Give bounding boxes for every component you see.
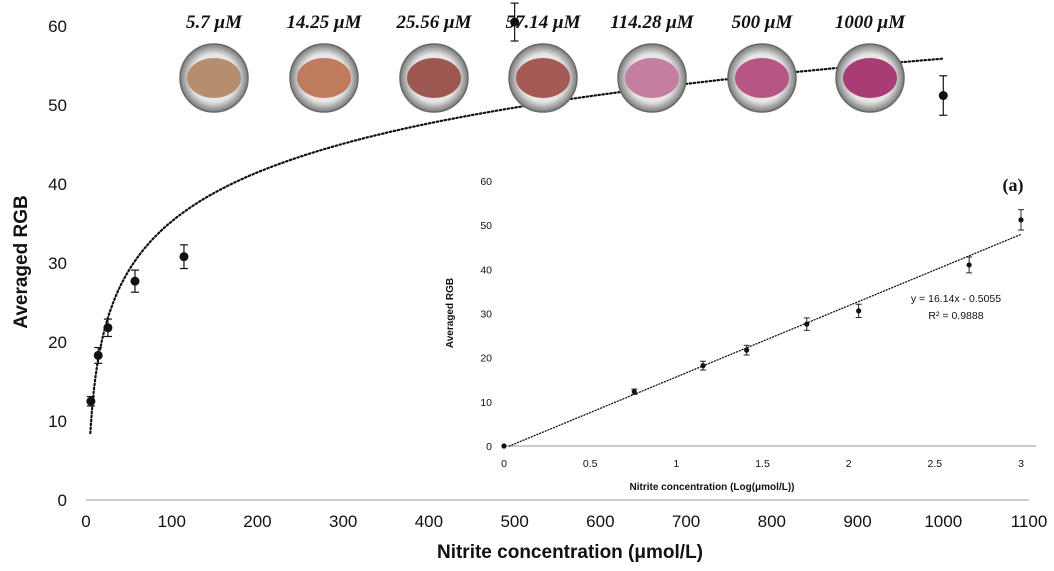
inset-x-tick-label: 0 [501, 458, 507, 470]
inset-x-tick-label: 1 [673, 458, 679, 470]
inset-y-tick-label: 10 [480, 397, 492, 409]
inset-panel-label: (a) [1003, 175, 1024, 196]
sample-concentration-label: 500 μM [732, 12, 794, 33]
sample-well-color [843, 58, 897, 98]
main-data-point [510, 17, 520, 27]
inset-data-point [804, 321, 810, 327]
sample-well-outline [179, 43, 249, 113]
main-x-tick-label: 0 [81, 512, 90, 531]
sample-well-outline [289, 43, 359, 113]
main-y-tick-label: 60 [48, 17, 67, 36]
sample-well-outline [727, 43, 797, 113]
main-x-tick-label: 700 [672, 512, 700, 531]
sample-well-color [516, 58, 570, 98]
main-y-tick-label: 30 [48, 254, 67, 273]
sample-well-outline [399, 43, 469, 113]
main-x-tick-label: 900 [843, 512, 871, 531]
sample-concentration-label: 25.56 μM [396, 12, 473, 33]
main-y-tick-label: 0 [58, 491, 67, 510]
main-x-tick-label: 300 [329, 512, 357, 531]
main-data-point [938, 91, 948, 101]
inset-y-tick-label: 60 [480, 176, 492, 188]
main-data-point [103, 323, 113, 333]
main-y-tick-label: 50 [48, 96, 67, 115]
main-x-tick-label: 400 [415, 512, 443, 531]
main-log-trendline [89, 57, 944, 435]
inset-y-axis-title: Averaged RGB [445, 278, 456, 348]
inset-x-axis-title: Nitrite concentration (Log(μmol/L)) [630, 482, 795, 493]
main-data-point [86, 396, 96, 406]
sample-well-outline [835, 43, 905, 113]
inset-x-tick-label: 0.5 [583, 458, 598, 470]
main-x-tick-label: 1000 [924, 512, 962, 531]
inset-x-tick-label: 3 [1018, 458, 1024, 470]
sample-well-color [735, 58, 789, 98]
sample-well-color [407, 58, 461, 98]
inset-x-tick-label: 2.5 [928, 458, 943, 470]
main-data-point [130, 276, 140, 286]
inset-y-tick-label: 0 [486, 441, 492, 453]
inset-y-tick-label: 40 [480, 264, 492, 276]
main-x-tick-label: 500 [500, 512, 528, 531]
sample-well-outline [508, 43, 578, 113]
main-x-tick-label: 1100 [1011, 512, 1048, 531]
inset-y-tick-label: 50 [480, 220, 492, 232]
main-x-tick-label: 100 [158, 512, 186, 531]
inset-data-point [966, 262, 972, 268]
inset-data-point [744, 347, 750, 353]
sample-well-color [297, 58, 351, 98]
inset-data-point [1018, 217, 1024, 223]
inset-data-point [501, 443, 507, 449]
sample-concentration-label: 14.25 μM [287, 12, 363, 33]
main-x-tick-label: 600 [586, 512, 614, 531]
sample-concentration-label: 57.14 μM [506, 12, 582, 33]
main-y-tick-label: 20 [48, 333, 67, 352]
main-x-tick-label: 200 [243, 512, 271, 531]
main-y-axis-title: Averaged RGB [11, 195, 32, 328]
main-y-tick-label: 10 [48, 412, 67, 431]
inset-x-tick-label: 1.5 [755, 458, 770, 470]
inset-x-tick-label: 2 [846, 458, 852, 470]
inset-data-point [856, 308, 862, 314]
sample-well-outline [617, 43, 687, 113]
inset-data-point [631, 389, 637, 395]
inset-y-tick-label: 30 [480, 309, 492, 321]
sample-concentration-label: 5.7 μM [186, 12, 243, 33]
inset-data-point [700, 363, 706, 369]
main-data-point [179, 252, 189, 262]
inset-r-squared: R² = 0.9888 [928, 310, 983, 322]
main-y-tick-label: 40 [48, 175, 67, 194]
inset-y-tick-label: 20 [480, 353, 492, 365]
sample-well-color [187, 58, 241, 98]
main-x-axis-title: Nitrite concentration (μmol/L) [437, 542, 703, 563]
main-plot-layer: 0 100 200 300 400 500 600 700 800 900 1000 11000102… [48, 2, 1048, 531]
sample-well-color [625, 58, 679, 98]
sample-concentration-label: 114.28 μM [610, 12, 695, 33]
main-data-point [93, 350, 103, 360]
sample-wells-layer: 5.7 μM 14.25 μM 25.56 μM 57.14 μM 114.28 μM 5… [179, 12, 906, 113]
sample-concentration-label: 1000 μM [835, 12, 906, 33]
main-x-tick-label: 800 [758, 512, 786, 531]
inset-linear-trendline [508, 233, 1022, 447]
inset-fit-equation: y = 16.14x - 0.5055 [911, 293, 1001, 305]
